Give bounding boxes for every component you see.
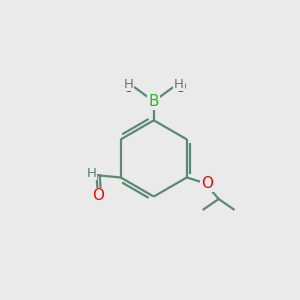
Text: H: H [123,78,133,91]
Text: O: O [174,80,185,94]
Text: H: H [86,167,96,180]
Text: B: B [148,94,159,109]
Text: H: H [174,78,184,91]
Text: O: O [122,80,134,94]
Text: O: O [92,188,104,203]
Text: O: O [201,176,213,191]
